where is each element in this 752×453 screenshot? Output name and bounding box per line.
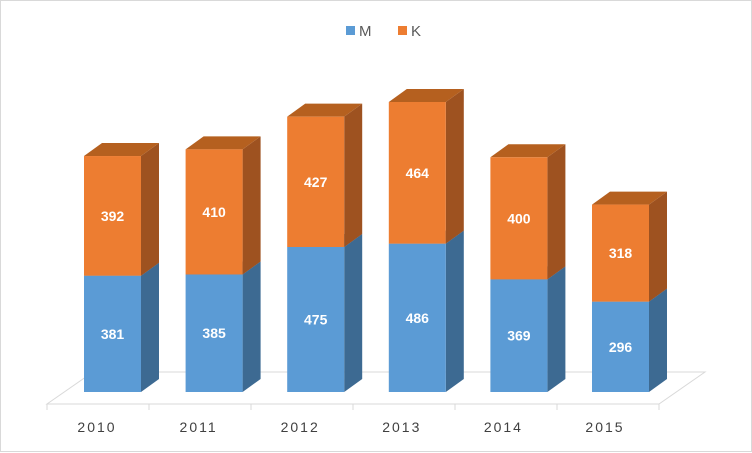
bar-K-2015 — [592, 191, 667, 302]
bar-front-face — [490, 157, 548, 280]
bar-top-face — [185, 136, 261, 150]
legend-swatch-K — [398, 26, 407, 35]
bar-top-face — [490, 144, 566, 158]
bar-K-2014 — [490, 144, 566, 280]
bar-front-face — [388, 243, 446, 392]
data-label-M-2012: 475 — [304, 312, 328, 328]
legend-label-K: K — [411, 23, 421, 40]
bar-front-face — [84, 275, 141, 392]
bar-top-face — [592, 191, 667, 205]
bar-side-face — [141, 262, 159, 392]
data-label-K-2013: 464 — [406, 165, 430, 181]
data-label-K-2012: 427 — [304, 174, 328, 190]
bar-M-2013 — [388, 230, 464, 392]
bar-front-face — [185, 274, 243, 392]
bar-side-face — [242, 261, 261, 392]
bar-front-face — [287, 116, 345, 247]
bar-side-face — [547, 266, 566, 392]
bar-side-face — [445, 230, 464, 392]
bar-front-face — [592, 301, 649, 392]
bar-top-face — [388, 89, 464, 102]
bar-K-2012 — [287, 103, 363, 247]
bar-K-2010 — [84, 143, 159, 276]
data-label-M-2011: 385 — [202, 325, 226, 341]
data-label-K-2011: 410 — [202, 204, 226, 220]
bar-K-2011 — [185, 136, 261, 275]
bar-side-face — [242, 136, 261, 275]
x-tick-label-2010: 2010 — [77, 419, 116, 435]
bar-side-face — [344, 103, 363, 247]
data-label-M-2015: 296 — [609, 339, 633, 355]
legend-swatch-M — [346, 26, 355, 35]
bar-front-face — [185, 149, 243, 275]
bar-K-2013 — [388, 89, 464, 244]
x-tick-label-2011: 2011 — [180, 419, 218, 435]
bar-front-face — [287, 247, 345, 392]
x-tick-label-2015: 2015 — [585, 419, 624, 435]
bar-side-face — [547, 144, 566, 280]
bar-side-face — [649, 191, 667, 302]
data-label-K-2010: 392 — [101, 208, 125, 224]
legend-label-M: M — [359, 23, 372, 40]
chart-floor — [45, 371, 707, 410]
x-axis-ticks: 2010 2011 2012 2013 2014 2015 — [77, 419, 624, 435]
bar-side-face — [445, 89, 464, 244]
bar-M-2012 — [287, 234, 363, 392]
data-labels-group: 381 392 385 410 475 427 486 464 369 400 296 318 — [101, 165, 633, 355]
bar-front-face — [388, 102, 446, 244]
x-tick-label-2014: 2014 — [484, 419, 523, 435]
data-label-K-2015: 318 — [609, 245, 633, 261]
x-tick-label-2012: 2012 — [281, 419, 320, 435]
data-label-M-2010: 381 — [101, 326, 125, 342]
bar-top-face — [287, 103, 363, 117]
bar-front-face — [490, 279, 548, 392]
data-label-M-2013: 486 — [406, 310, 430, 326]
bar-top-face — [84, 143, 159, 157]
bar-front-face — [84, 156, 141, 276]
bar-front-face — [592, 204, 649, 302]
bars-group — [84, 89, 667, 392]
bar-side-face — [141, 143, 159, 276]
bar-side-face — [344, 234, 363, 392]
bar-side-face — [649, 288, 667, 392]
x-tick-label-2013: 2013 — [382, 419, 421, 435]
data-label-K-2014: 400 — [507, 210, 531, 226]
data-label-M-2014: 369 — [507, 328, 531, 344]
